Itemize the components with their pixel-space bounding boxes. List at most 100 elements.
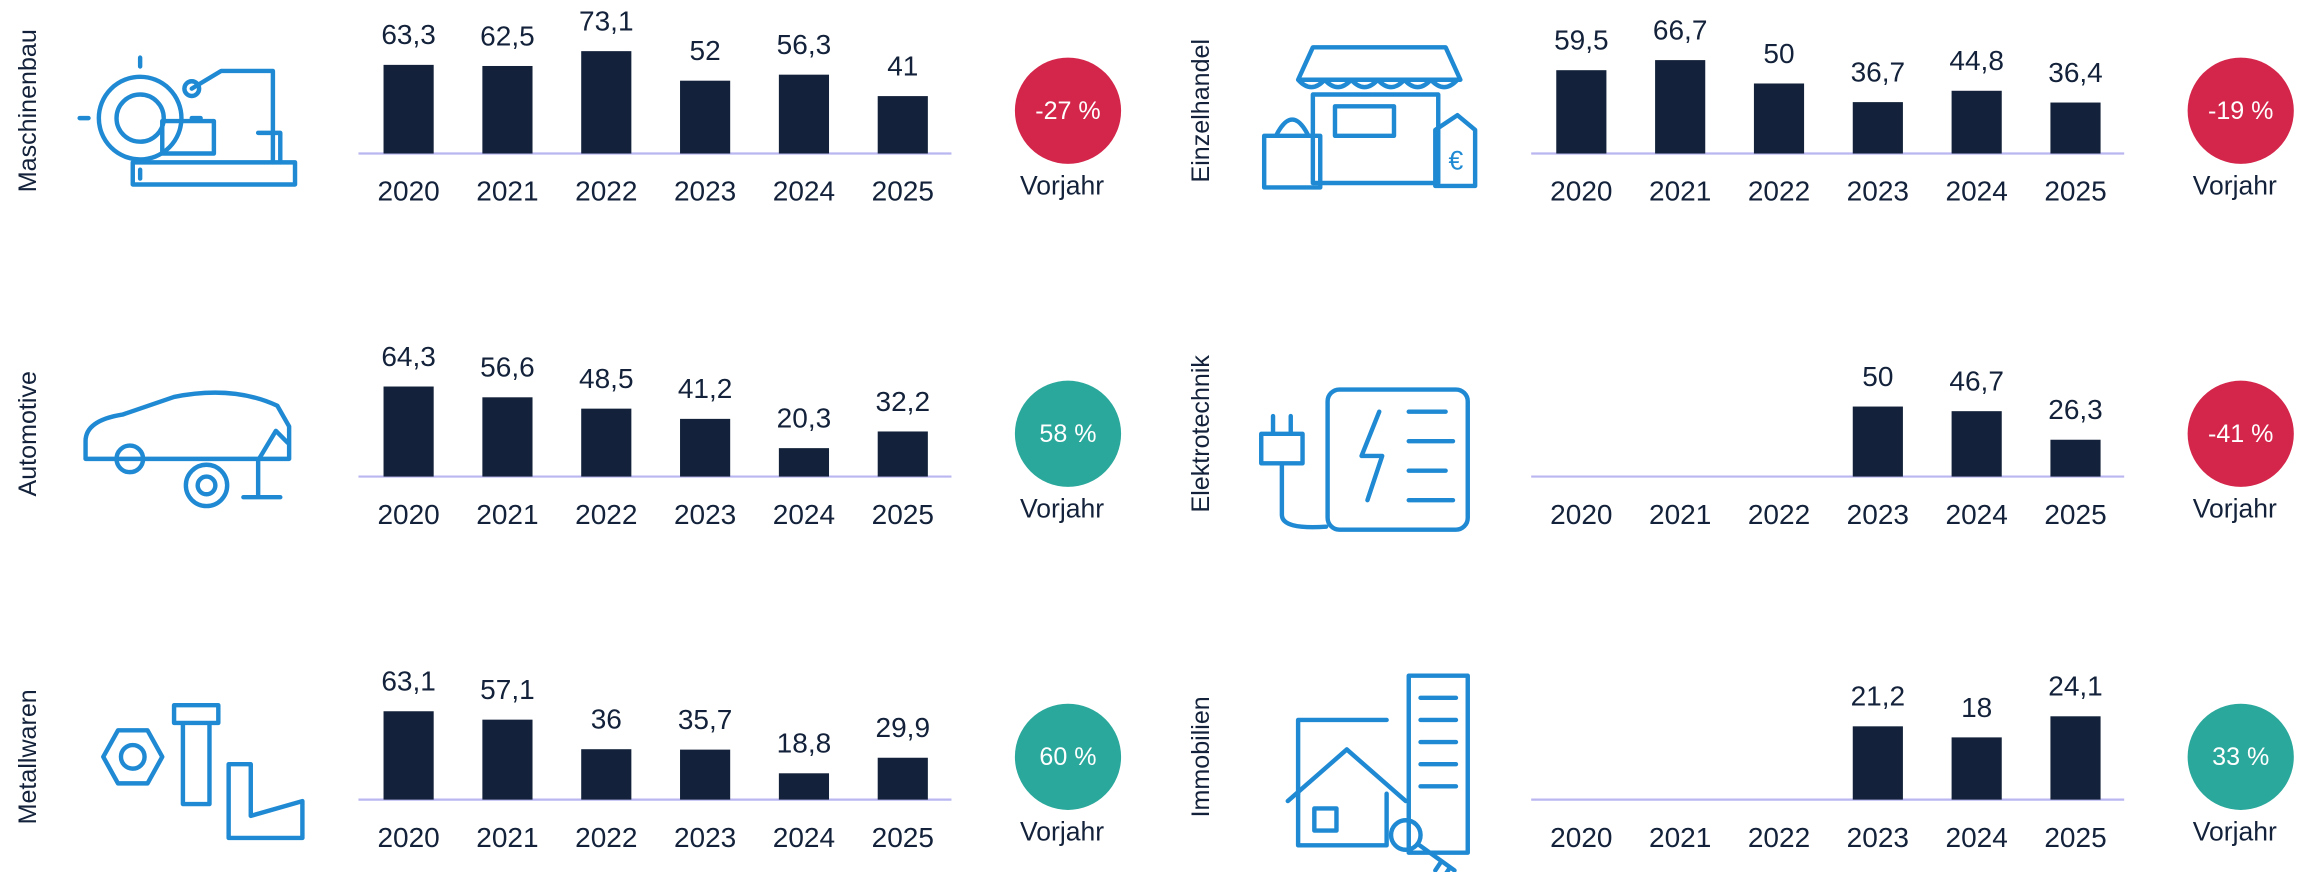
- value-label: 46,7: [1949, 366, 2004, 397]
- value-label: 36,4: [2048, 57, 2103, 88]
- x-tick-label: 2023: [674, 822, 736, 853]
- x-tick-label: 2022: [1748, 176, 1810, 207]
- x-tick-label: 2020: [377, 176, 439, 207]
- change-caption: Vorjahr: [1020, 170, 1104, 200]
- bar: [877, 96, 928, 154]
- change-label: 60 %: [1039, 743, 1096, 771]
- value-label: 64,3: [381, 341, 436, 372]
- x-tick-label: 2025: [2044, 176, 2106, 207]
- x-tick-label: 2022: [575, 176, 637, 207]
- x-tick-label: 2023: [674, 176, 736, 207]
- change-caption: Vorjahr: [2193, 817, 2277, 847]
- chart-title: Elektrotechnik: [1187, 355, 1215, 513]
- x-tick-label: 2025: [872, 499, 934, 530]
- value-label: 50: [1862, 361, 1893, 392]
- bar: [778, 448, 830, 477]
- icon-electronics: [1259, 387, 1470, 532]
- bar: [581, 408, 632, 477]
- change-badge: [1014, 57, 1122, 164]
- change-caption: Vorjahr: [1020, 817, 1104, 847]
- change-caption: Vorjahr: [2193, 494, 2277, 524]
- x-tick-label: 2021: [1649, 499, 1711, 530]
- x-tick-label: 2024: [1946, 176, 2008, 207]
- icon-shop: €: [1261, 45, 1478, 190]
- x-tick-label: 2020: [1550, 822, 1612, 853]
- svg-text:€: €: [1449, 145, 1464, 175]
- chart-title: Maschinenbau: [14, 29, 42, 192]
- x-tick-label: 2023: [1847, 499, 1909, 530]
- value-label: 26,3: [2048, 394, 2103, 425]
- bar: [778, 773, 830, 800]
- x-tick-label: 2024: [1946, 822, 2008, 853]
- bar: [1852, 406, 1903, 477]
- value-label: 50: [1763, 38, 1794, 69]
- x-tick-label: 2024: [773, 176, 835, 207]
- icon-real-estate: [1285, 673, 1470, 872]
- bar: [383, 711, 434, 800]
- bar: [2050, 439, 2101, 477]
- bar: [581, 51, 632, 154]
- value-label: 59,5: [1554, 25, 1609, 56]
- value-label: 32,2: [876, 386, 931, 417]
- change-badge: [1014, 703, 1122, 810]
- bar: [581, 749, 632, 800]
- chart-title: Einzelhandel: [1187, 39, 1215, 183]
- change-label: 58 %: [1039, 420, 1096, 448]
- bar: [877, 431, 928, 477]
- value-label: 36,7: [1851, 56, 1906, 87]
- icon-hardware: [101, 702, 305, 841]
- change-badge: [1014, 380, 1122, 487]
- x-tick-label: 2023: [1847, 176, 1909, 207]
- bar: [680, 749, 731, 800]
- value-label: 63,1: [381, 666, 436, 697]
- x-tick-label: 2023: [1847, 822, 1909, 853]
- value-label: 44,8: [1949, 45, 2004, 76]
- change-label: -27 %: [1035, 97, 1100, 125]
- value-label: 66,7: [1653, 14, 1708, 45]
- change-badge: [2187, 57, 2294, 164]
- chart-title: Metallwaren: [14, 689, 42, 824]
- chart-title: Immobilien: [1187, 696, 1215, 817]
- x-tick-label: 2024: [773, 822, 835, 853]
- bar: [383, 64, 434, 154]
- value-label: 18: [1961, 692, 1992, 723]
- bar: [1852, 102, 1903, 154]
- x-tick-label: 2021: [476, 822, 538, 853]
- x-tick-label: 2024: [1946, 499, 2008, 530]
- icon-machine: [77, 55, 298, 187]
- value-label: 48,5: [579, 363, 634, 394]
- bar: [680, 80, 731, 154]
- bar: [1951, 411, 2002, 477]
- bar: [1753, 83, 1805, 154]
- bar: [1655, 60, 1706, 154]
- value-label: 62,5: [480, 20, 535, 51]
- value-label: 56,6: [480, 352, 535, 383]
- value-label: 18,8: [777, 728, 832, 759]
- value-label: 73,1: [579, 6, 634, 37]
- change-label: -41 %: [2208, 420, 2273, 448]
- x-tick-label: 2025: [2044, 822, 2106, 853]
- x-tick-label: 2025: [872, 822, 934, 853]
- bar: [383, 386, 434, 477]
- value-label: 36: [591, 704, 622, 735]
- bar: [1556, 70, 1607, 154]
- x-tick-label: 2020: [377, 499, 439, 530]
- x-tick-label: 2022: [1748, 822, 1810, 853]
- x-tick-label: 2024: [773, 499, 835, 530]
- x-tick-label: 2021: [476, 499, 538, 530]
- value-label: 20,3: [777, 403, 832, 434]
- change-label: 33 %: [2212, 743, 2269, 771]
- change-caption: Vorjahr: [1020, 494, 1104, 524]
- x-tick-label: 2022: [575, 499, 637, 530]
- x-tick-label: 2023: [674, 499, 736, 530]
- bar: [778, 74, 830, 154]
- x-tick-label: 2022: [575, 822, 637, 853]
- value-label: 57,1: [480, 674, 535, 705]
- icon-car: [83, 390, 292, 509]
- bar: [1852, 726, 1903, 800]
- value-label: 29,9: [876, 712, 931, 743]
- bar: [482, 719, 533, 800]
- x-tick-label: 2021: [1649, 822, 1711, 853]
- value-label: 41: [887, 50, 918, 81]
